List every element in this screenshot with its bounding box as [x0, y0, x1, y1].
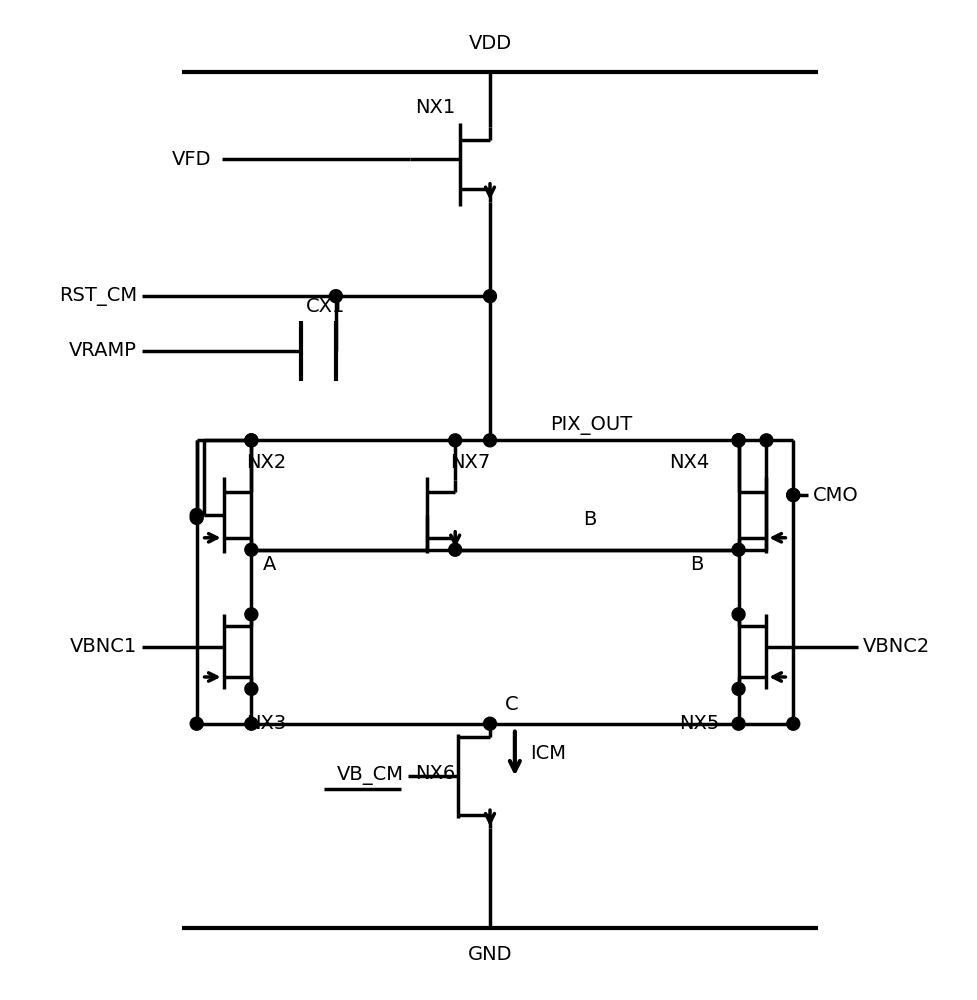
Text: VBNC2: VBNC2 — [862, 637, 929, 656]
Text: VRAMP: VRAMP — [69, 341, 137, 360]
Circle shape — [190, 508, 203, 521]
Circle shape — [483, 717, 496, 730]
Circle shape — [244, 434, 258, 447]
Circle shape — [190, 717, 203, 730]
Text: NX1: NX1 — [415, 98, 455, 117]
Text: NX5: NX5 — [678, 714, 718, 733]
Text: VB_CM: VB_CM — [336, 766, 404, 785]
Circle shape — [732, 434, 744, 447]
Text: NX6: NX6 — [415, 764, 455, 783]
Circle shape — [732, 608, 744, 621]
Circle shape — [483, 290, 496, 303]
Circle shape — [732, 682, 744, 695]
Circle shape — [448, 543, 461, 556]
Text: NX2: NX2 — [246, 453, 286, 472]
Circle shape — [244, 434, 258, 447]
Text: RST_CM: RST_CM — [59, 287, 137, 306]
Text: PIX_OUT: PIX_OUT — [549, 416, 631, 435]
Text: B: B — [582, 510, 596, 529]
Text: ICM: ICM — [530, 744, 565, 763]
Circle shape — [448, 434, 461, 447]
Circle shape — [244, 682, 258, 695]
Circle shape — [732, 434, 744, 447]
Text: B: B — [690, 555, 703, 574]
Circle shape — [329, 290, 342, 303]
Text: CX1: CX1 — [306, 297, 345, 316]
Circle shape — [732, 717, 744, 730]
Circle shape — [244, 717, 258, 730]
Circle shape — [786, 489, 799, 501]
Circle shape — [732, 543, 744, 556]
Text: NX7: NX7 — [449, 453, 490, 472]
Text: VBNC1: VBNC1 — [69, 637, 137, 656]
Text: A: A — [263, 555, 276, 574]
Circle shape — [190, 511, 203, 524]
Circle shape — [244, 543, 258, 556]
Text: NX4: NX4 — [668, 453, 708, 472]
Circle shape — [244, 608, 258, 621]
Circle shape — [786, 489, 799, 501]
Circle shape — [786, 717, 799, 730]
Text: NX3: NX3 — [246, 714, 286, 733]
Text: CMO: CMO — [812, 486, 858, 505]
Text: VDD: VDD — [468, 34, 511, 53]
Circle shape — [483, 434, 496, 447]
Text: VFD: VFD — [172, 150, 211, 169]
Circle shape — [759, 434, 772, 447]
Text: C: C — [504, 695, 518, 714]
Text: GND: GND — [467, 945, 512, 964]
